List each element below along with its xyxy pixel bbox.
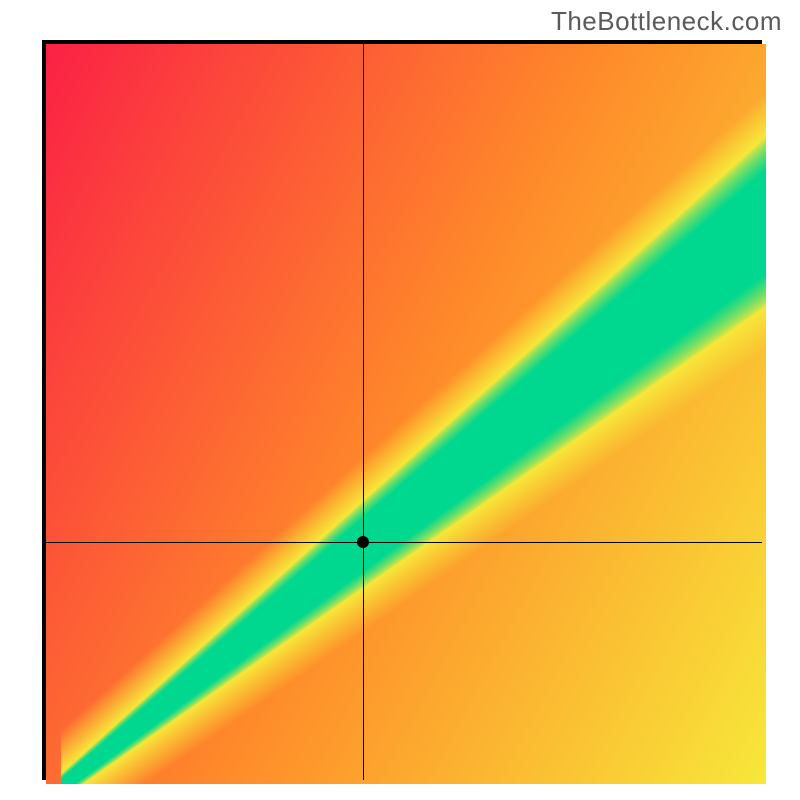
heatmap-canvas [46,44,766,784]
crosshair-marker [357,536,369,548]
plot-frame [42,40,762,780]
crosshair-vertical [363,40,364,780]
crosshair-horizontal [42,542,762,543]
chart-container: TheBottleneck.com [0,0,800,800]
watermark-label: TheBottleneck.com [551,6,782,37]
